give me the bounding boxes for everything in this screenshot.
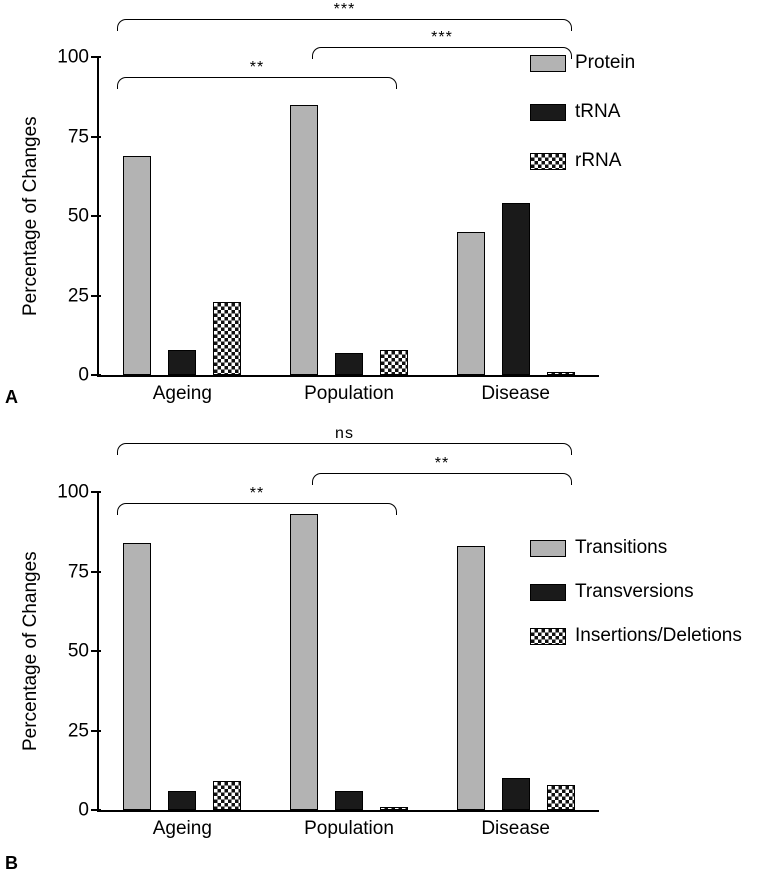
legend-item-rrna: rRNA: [530, 150, 777, 172]
y-tick-label: 25: [67, 720, 89, 741]
y-tick: [91, 374, 101, 376]
x-tick-label-disease: Disease: [481, 383, 550, 404]
legend-label-rrna: rRNA: [575, 150, 622, 171]
bar-group-ageing: [123, 57, 242, 375]
x-tick-label-population: Population: [304, 818, 394, 839]
legend-item-insertions-deletions: Insertions/Deletions: [530, 625, 777, 647]
bar-population-trna: [334, 352, 363, 375]
panel-letter-b: B: [5, 853, 18, 873]
legend-item-transitions: Transitions: [530, 537, 777, 559]
bracket-line: [117, 443, 572, 455]
y-tick: [91, 809, 101, 811]
x-tick-label-ageing: Ageing: [152, 383, 212, 404]
y-tick: [91, 56, 101, 58]
y-tick-label: 50: [67, 205, 89, 227]
bar-disease-protein: [456, 231, 485, 375]
bar-population-protein: [289, 104, 318, 375]
bar-ageing-transversions: [168, 790, 197, 810]
x-tick-label-population: Population: [304, 383, 394, 404]
bar-ageing-rrna: [213, 301, 242, 375]
bar-disease-rrna: [546, 371, 575, 375]
bar-group-population: [289, 492, 408, 810]
y-tick-label: 50: [67, 640, 89, 662]
bar-disease-transitions: [456, 546, 485, 810]
y-tick-label: 25: [67, 285, 89, 306]
legend-swatch-protein: [530, 54, 566, 72]
legend-label-trna: tRNA: [575, 101, 621, 122]
y-tick: [91, 135, 101, 138]
y-tick-label: 75: [67, 126, 89, 147]
bar-ageing-trna: [168, 349, 197, 375]
y-tick-label: 75: [67, 561, 89, 582]
bar-group-disease: [456, 57, 575, 375]
panel-letter-a: A: [5, 387, 18, 407]
legend-swatch-transitions: [530, 539, 566, 557]
legend: Transitions Transversions Insertions/Delet…: [530, 537, 777, 669]
plot-area: Protein tRNA rRNA 0 25 50 75 100 Ageing Populati…: [57, 48, 635, 405]
y-tick: [91, 215, 101, 217]
significance-label: **: [434, 455, 450, 472]
plot-area: Transitions Transversions Insertions/Delet…: [57, 483, 742, 840]
y-tick-label: 100: [57, 481, 89, 503]
legend-label-transitions: Transitions: [575, 537, 668, 558]
y-tick: [91, 650, 101, 652]
panel-b: Percentage of Changes Transitions Transve…: [0, 424, 777, 873]
bar-population-transitions: [289, 514, 318, 810]
bracket-line: [117, 19, 572, 31]
x-tick-label-ageing: Ageing: [152, 818, 212, 839]
bar-population-rrna: [379, 349, 408, 375]
y-tick-label: 0: [78, 364, 89, 386]
legend-item-transversions: Transversions: [530, 581, 777, 603]
bar-disease-insertions-deletions: [546, 784, 575, 810]
bar-population-transversions: [334, 790, 363, 810]
bar-disease-transversions: [501, 778, 530, 810]
bar-group-population: [289, 57, 408, 375]
panel-a: Percentage of Changes Protein tRNA rRNA 0 2…: [0, 0, 777, 420]
bar-group-ageing: [123, 492, 242, 810]
y-tick: [91, 294, 101, 297]
bar-group-disease: [456, 492, 575, 810]
significance-label: ***: [333, 1, 356, 18]
bracket-line: [312, 473, 572, 485]
legend-label-transversions: Transversions: [575, 581, 694, 602]
y-axis-label: Percentage of Changes: [20, 116, 41, 316]
legend-label-protein: Protein: [575, 52, 636, 73]
y-tick-label: 100: [57, 46, 89, 68]
significance-label: ***: [431, 29, 453, 46]
legend-swatch-rrna: [530, 152, 566, 170]
y-tick: [91, 491, 101, 493]
legend-swatch-transversions: [530, 583, 566, 601]
bar-groups: [99, 492, 599, 810]
y-tick: [91, 570, 101, 573]
bar-ageing-insertions-deletions: [213, 781, 242, 810]
legend-label-insertions-deletions: Insertions/Deletions: [575, 625, 742, 646]
legend-item-trna: tRNA: [530, 101, 777, 123]
significance-label: ns: [335, 425, 354, 442]
y-tick: [91, 729, 101, 732]
bar-population-insertions-deletions: [379, 806, 408, 810]
bar-disease-trna: [501, 203, 530, 375]
legend-item-protein: Protein: [530, 52, 777, 74]
legend-swatch-trna: [530, 103, 566, 121]
bar-ageing-transitions: [123, 542, 152, 810]
legend: Protein tRNA rRNA: [530, 52, 777, 199]
bar-ageing-protein: [123, 155, 152, 375]
y-tick-label: 0: [78, 799, 89, 821]
y-axis-label: Percentage of Changes: [20, 551, 41, 751]
legend-swatch-insertions-deletions: [530, 627, 566, 645]
bar-groups: [99, 57, 599, 375]
x-tick-label-disease: Disease: [481, 818, 550, 839]
